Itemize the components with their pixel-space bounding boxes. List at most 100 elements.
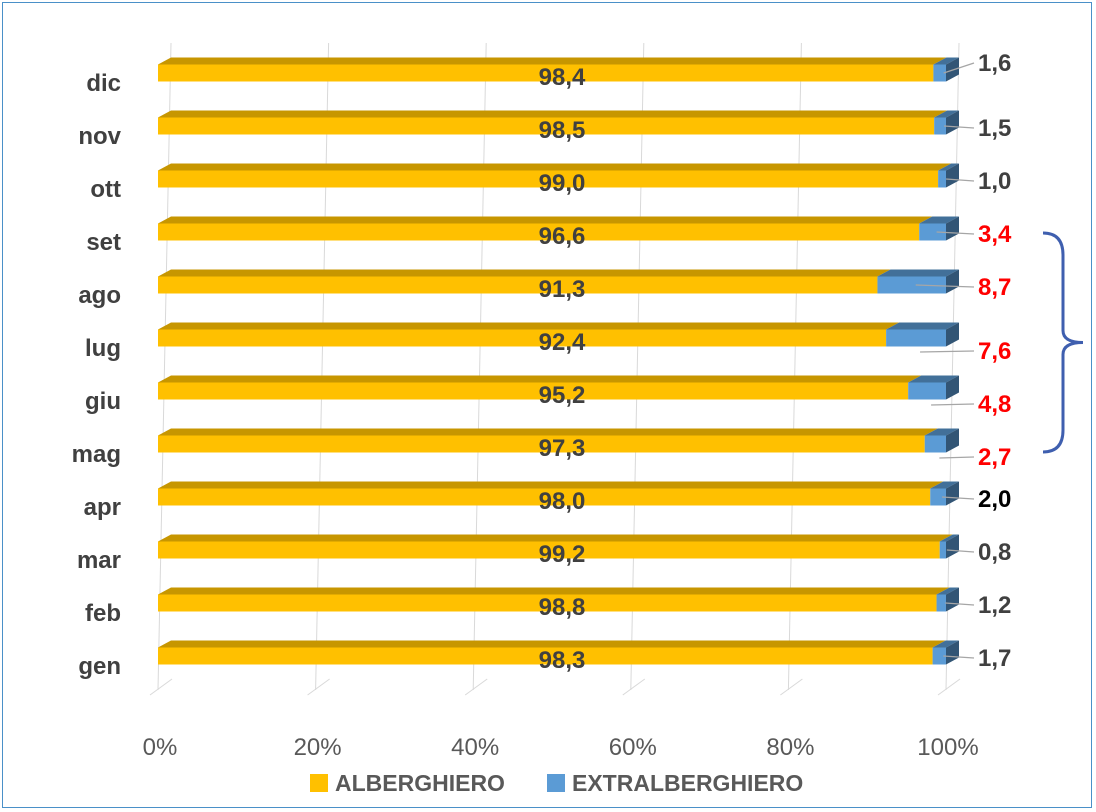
bar-top-face: [158, 375, 922, 383]
bar-top-face: [158, 163, 952, 171]
bar-top-face: [158, 322, 900, 330]
bar-extralberghiero: [908, 382, 946, 400]
bar-top-face: [924, 428, 959, 436]
category-label: set: [86, 229, 121, 256]
category-label: apr: [84, 494, 121, 521]
bar-chart: 0% 20% 40% 60% 80% 100% gen 98,3 1,7 feb 98,8 1,2 ma…: [72, 42, 1084, 796]
x-tick-label: 40%: [451, 734, 499, 761]
gridline-floor: [937, 678, 961, 696]
bar-side-face: [946, 110, 959, 135]
bar-extralberghiero: [877, 276, 946, 294]
bar-top-face: [158, 110, 948, 118]
bar-top-face: [158, 269, 891, 277]
x-tick-label: 20%: [294, 734, 342, 761]
category-label: lug: [85, 335, 121, 362]
data-label-alberghiero: 95,2: [539, 382, 586, 409]
data-label-alberghiero: 97,3: [539, 435, 586, 462]
bar-top-face: [932, 640, 959, 648]
bar-side-face: [946, 375, 959, 400]
leader-line: [943, 62, 975, 74]
bar-top-face: [908, 375, 959, 383]
bar-top-face: [934, 110, 959, 118]
gridline-floor: [780, 678, 803, 696]
bar-top-face: [158, 428, 938, 436]
legend: ALBERGHIERO EXTRALBERGHIERO: [310, 770, 803, 796]
data-label-extralberghiero: 2,7: [978, 444, 1011, 471]
data-label-extralberghiero: 3,4: [978, 221, 1012, 248]
bar-side-face: [946, 428, 959, 453]
data-label-extralberghiero: 2,0: [978, 486, 1011, 513]
gridline-vertical: [787, 42, 802, 691]
gridline-floor: [149, 678, 173, 696]
bar-alberghiero: [158, 64, 934, 82]
leader-line: [920, 350, 975, 353]
legend-swatch-extralberghiero: [547, 774, 565, 792]
labels: gen 98,3 1,7 feb 98,8 1,2 mar 99,2 0,8 apr 98,0 2,0…: [72, 50, 1012, 680]
bar-side-face: [946, 481, 959, 506]
data-label-extralberghiero: 4,8: [978, 391, 1011, 418]
bar-side-face: [946, 322, 959, 347]
data-label-extralberghiero: 1,6: [978, 50, 1011, 77]
category-label: nov: [78, 123, 121, 150]
bar-extralberghiero: [919, 223, 946, 241]
category-label: mag: [72, 441, 121, 468]
data-label-extralberghiero: 1,2: [978, 592, 1011, 619]
data-label-extralberghiero: 1,5: [978, 115, 1011, 142]
bar-extralberghiero: [939, 541, 946, 559]
bar-extralberghiero: [930, 488, 946, 506]
gridline-floor: [307, 678, 330, 696]
data-label-alberghiero: 96,6: [539, 223, 586, 250]
bar-top-face: [930, 481, 959, 489]
category-label: dic: [86, 70, 121, 97]
bar-alberghiero: [158, 170, 939, 188]
bar-top-face: [919, 216, 959, 224]
bar-side-face: [946, 640, 959, 665]
bar-alberghiero: [158, 488, 931, 506]
leader-line: [944, 125, 975, 129]
data-label-extralberghiero: 1,0: [978, 168, 1011, 195]
gridline-floor: [464, 678, 488, 696]
bar-top-face: [158, 587, 950, 595]
bar-top-face: [877, 269, 959, 277]
bar-top-face: [933, 57, 959, 65]
data-label-alberghiero: 98,3: [539, 647, 586, 674]
bar-alberghiero: [158, 329, 887, 347]
bar-extralberghiero: [938, 170, 946, 188]
category-label: giu: [85, 388, 121, 415]
gridline-vertical: [630, 42, 645, 691]
bar-top-face: [158, 57, 947, 65]
gridline-vertical: [945, 42, 960, 691]
leader-line: [945, 602, 975, 606]
bar-top-face: [886, 322, 959, 330]
bar-alberghiero: [158, 435, 925, 453]
data-label-extralberghiero: 8,7: [978, 274, 1011, 301]
bar-side-face: [946, 163, 959, 188]
data-label-alberghiero: 99,2: [539, 541, 586, 568]
bracket-annotation: [1042, 231, 1084, 454]
bar-alberghiero: [158, 117, 935, 135]
legend-swatch-alberghiero: [310, 774, 328, 792]
leader-line: [946, 549, 975, 553]
leader-line: [942, 496, 975, 500]
x-tick-label: 60%: [609, 734, 657, 761]
leader-line: [931, 403, 975, 406]
data-label-alberghiero: 92,4: [539, 329, 586, 356]
bar-top-face: [938, 163, 959, 171]
data-label-extralberghiero: 1,7: [978, 645, 1011, 672]
bar-top-face: [158, 534, 953, 542]
legend-label-extralberghiero: EXTRALBERGHIERO: [572, 770, 803, 796]
bar-top-face: [158, 216, 933, 224]
data-label-alberghiero: 91,3: [539, 276, 586, 303]
bar-extralberghiero: [933, 64, 946, 82]
bar-extralberghiero: [934, 117, 946, 135]
bar-top-face: [158, 640, 946, 648]
leader-line: [946, 178, 975, 182]
category-label: feb: [85, 600, 121, 627]
bar-extralberghiero: [924, 435, 946, 453]
data-label-alberghiero: 98,4: [539, 64, 586, 91]
bar-side-face: [946, 534, 959, 559]
category-label: gen: [78, 653, 121, 680]
bar-side-face: [946, 216, 959, 241]
bar-top-face: [158, 481, 944, 489]
